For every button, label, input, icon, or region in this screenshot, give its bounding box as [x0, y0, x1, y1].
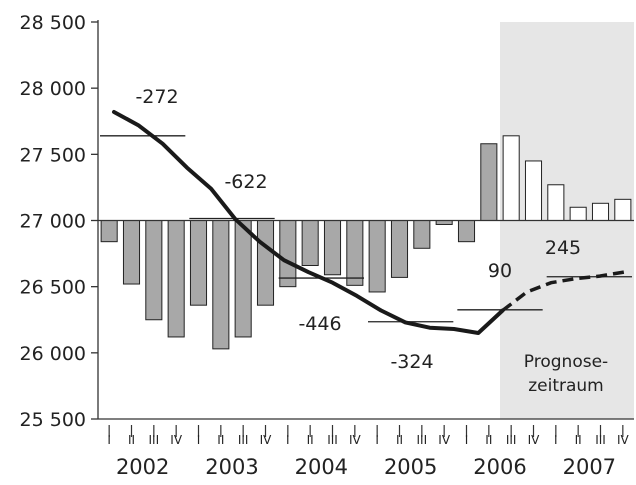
bar-2003-q1 [189, 220, 208, 306]
trend-line-actual [112, 110, 505, 335]
year-change-label-2005: -324 [390, 351, 433, 373]
bar-2003-q2 [212, 220, 230, 350]
year-change-label-2003: -622 [224, 171, 267, 193]
x-tick-label-year: 2007 [563, 455, 616, 479]
x-tick-label-quarter: II [128, 433, 135, 447]
x-tick-label-quarter: IV [349, 433, 362, 447]
bar-2003-q4 [256, 220, 275, 306]
year-change-label-2006: 90 [488, 260, 512, 282]
x-tick-label-quarter: III [238, 433, 249, 447]
bar-2006-q4 [524, 160, 543, 221]
x-tick-label-quarter: III [327, 433, 338, 447]
x-tick-label-quarter: I [375, 433, 379, 447]
bar-2004-q2 [301, 220, 319, 266]
bar-2005-q2 [390, 220, 409, 278]
bar-2002-q3 [145, 220, 163, 321]
bar-2004-q1 [279, 220, 297, 288]
forecast-label-line2: zeitraum [528, 376, 604, 396]
y-tick-label: 26 000 [20, 343, 86, 365]
x-tick-label-quarter: III [595, 433, 606, 447]
year-change-label-2002: -272 [135, 86, 178, 108]
forecast-label-line1: Prognose- [524, 352, 608, 372]
bar-2005-q1 [368, 220, 386, 293]
x-tick-label-quarter: II [575, 433, 582, 447]
bar-2002-q1 [100, 220, 118, 243]
x-tick-label-year: 2006 [473, 455, 526, 479]
axes: 28 500 28 000 27 500 27 000 26 500 26 000 25 5… [20, 12, 634, 479]
y-tick-label: 28 000 [20, 78, 86, 100]
x-tick-label-quarter: IV [438, 433, 451, 447]
x-tick-label-quarter: I [197, 433, 201, 447]
year-change-label-2004: -446 [298, 313, 341, 335]
x-tick-label-quarter: I [465, 433, 469, 447]
x-tick-label-quarter: I [554, 433, 558, 447]
x-tick-label-quarter: IV [617, 433, 630, 447]
bar-2007-q1 [547, 184, 565, 222]
x-tick-label-quarter: IV [170, 433, 183, 447]
x-tick-label-year: 2004 [295, 455, 348, 479]
x-tick-label-year: 2003 [205, 455, 258, 479]
bar-2006-q1 [457, 220, 476, 243]
y-tick-label: 28 500 [20, 12, 86, 34]
y-tick-label: 25 500 [20, 409, 86, 431]
bar-2007-q2 [569, 206, 587, 221]
trend-line-forecast [501, 270, 625, 312]
x-tick-label-quarter: II [396, 433, 403, 447]
x-tick-label-quarter: III [417, 433, 428, 447]
bar-2005-q3 [413, 220, 431, 249]
x-tick-label-quarter: I [107, 433, 111, 447]
x-tick-label-year: 2002 [116, 455, 169, 479]
x-tick-label-quarter: IV [528, 433, 541, 447]
bar-2002-q4 [167, 220, 185, 338]
bar-2004-q4 [346, 220, 364, 286]
x-tick-label-quarter: I [286, 433, 290, 447]
x-tick-label-quarter: II [217, 433, 224, 447]
bar-2006-q2 [480, 143, 498, 222]
y-tick-label: 27 000 [20, 211, 86, 233]
bar-2003-q3 [234, 220, 252, 338]
bar-2004-q3 [323, 220, 342, 276]
year-change-label-2007: 245 [545, 237, 581, 259]
x-tick-label-quarter: III [506, 433, 517, 447]
x-tick-label-quarter: II [307, 433, 314, 447]
bar-2006-q3 [502, 135, 520, 222]
y-tick-label: 27 500 [20, 144, 86, 166]
x-tick-label-quarter: IV [260, 433, 273, 447]
x-tick-label-quarter: II [485, 433, 492, 447]
bar-2007-q3 [591, 202, 610, 221]
trend-line-series [112, 110, 625, 335]
x-tick-label-year: 2005 [384, 455, 437, 479]
y-tick-label: 26 500 [20, 277, 86, 299]
bar-2002-q2 [122, 220, 141, 285]
bar-2007-q4 [614, 198, 632, 221]
x-tick-label-quarter: III [149, 433, 160, 447]
annotations: -272 -622 -446 -324 90 245 [135, 86, 581, 373]
